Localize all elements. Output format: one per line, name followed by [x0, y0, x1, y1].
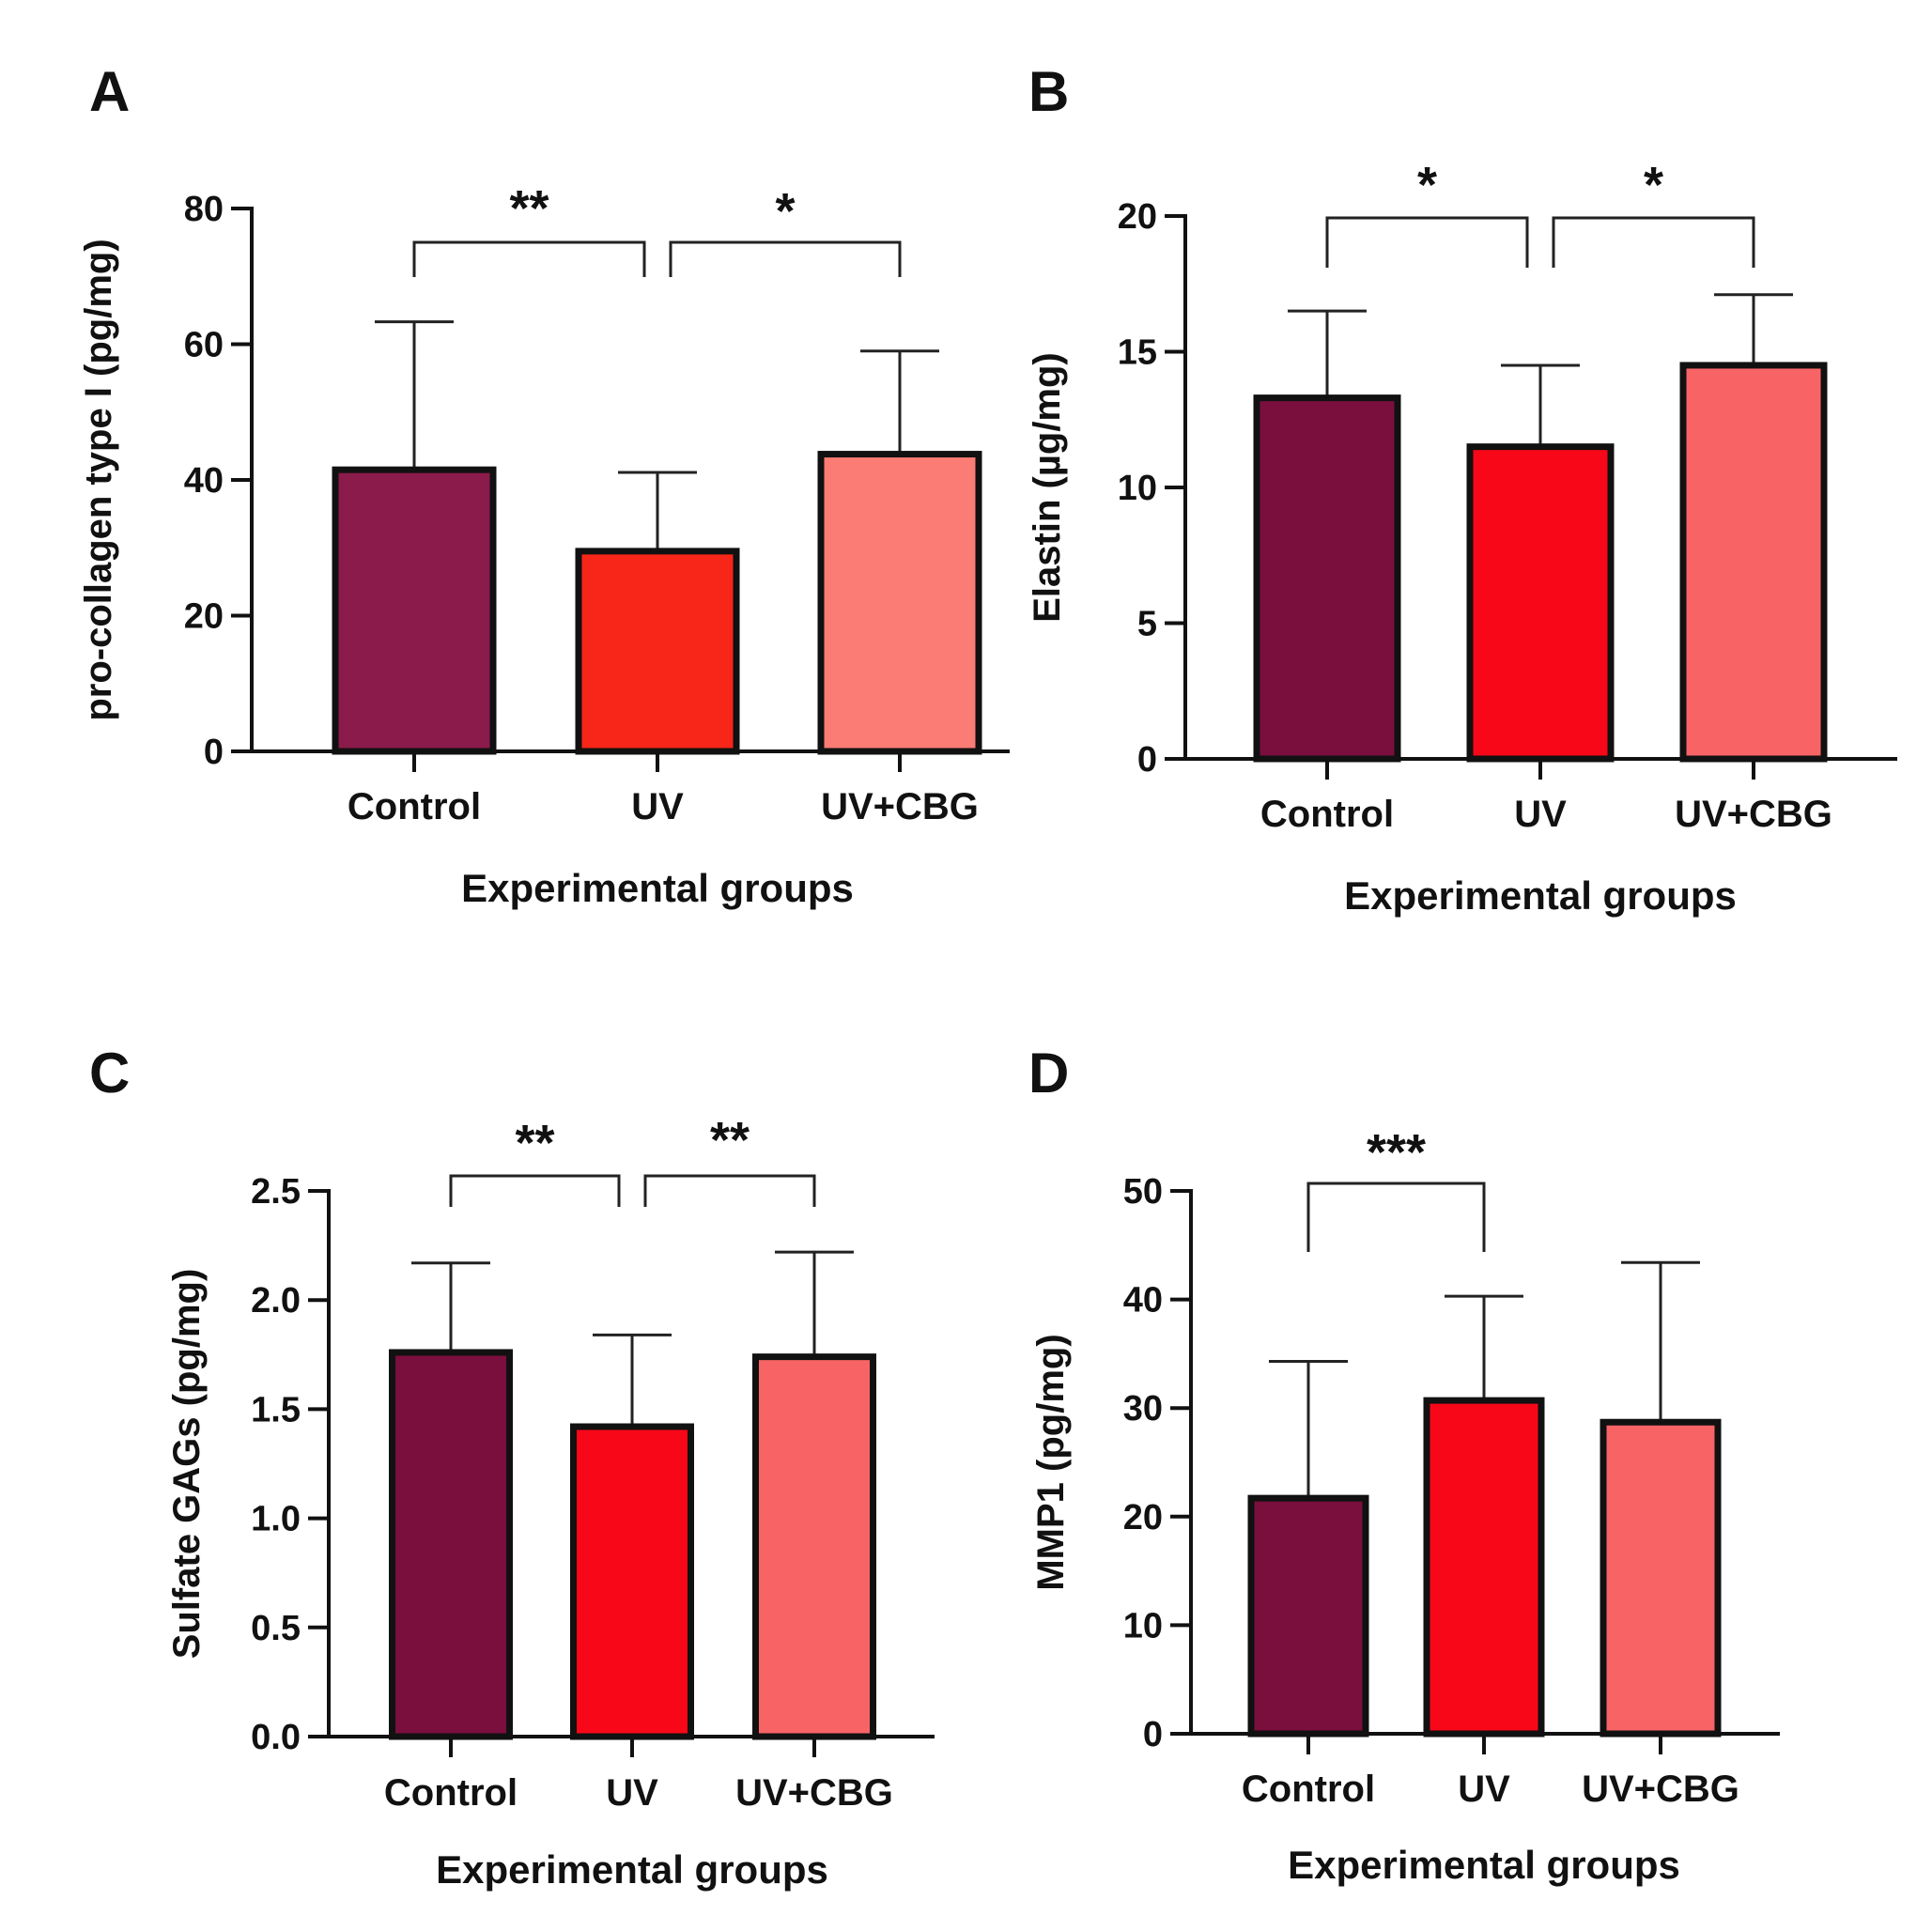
- significance-label: *: [1644, 157, 1663, 213]
- x-category-label: Control: [1242, 1769, 1375, 1810]
- x-category-label: Control: [348, 786, 481, 827]
- y-tick-label: 0: [1137, 740, 1157, 780]
- bar-uv-cbg: [752, 1353, 876, 1740]
- x-category-label: UV+CBG: [1675, 794, 1832, 835]
- x-axis-title: Experimental groups: [436, 1847, 828, 1892]
- axes: [1189, 1189, 1780, 1736]
- x-category-label: UV+CBG: [821, 786, 979, 827]
- y-tick-label: 2.5: [251, 1172, 301, 1212]
- y-tick-label: 1.5: [251, 1390, 301, 1429]
- y-tick-label: 10: [1118, 469, 1157, 508]
- axes: [1183, 214, 1897, 761]
- bar-uv-cbg: [1679, 362, 1828, 763]
- chart-panel-a: A 0 20 40 60 80 Control UV UV+CBG Experimental gr…: [78, 60, 1010, 910]
- x-axis-title: Experimental groups: [461, 866, 854, 910]
- y-tick-label: 0.0: [251, 1718, 301, 1757]
- y-axis-title: Elastin (µg/mg): [1027, 352, 1068, 623]
- axes: [327, 1189, 935, 1738]
- bar-uv-cbg: [817, 451, 982, 755]
- y-axis-title: pro-collagen type I (pg/mg): [78, 239, 119, 720]
- chart-panel-d: D 0 10 20 30 40 50 Control UV UV+CBG Experimental …: [1028, 1042, 1780, 1887]
- bar-control: [389, 1349, 513, 1740]
- significance-bracket: [1325, 216, 1529, 268]
- x-category-label: Control: [384, 1772, 518, 1814]
- y-tick-label: 20: [184, 597, 224, 637]
- x-category-label: UV: [631, 786, 684, 827]
- y-axis-title: MMP1 (pg/mg): [1030, 1334, 1072, 1590]
- panel-letter: B: [1028, 60, 1069, 123]
- chart-panel-c: C 0.0 0.5 1.0 1.5 2.0 2.5 Control UV UV+CBG Experi…: [89, 1042, 935, 1892]
- x-axis-title: Experimental groups: [1288, 1843, 1680, 1887]
- x-category-label: UV: [1458, 1769, 1510, 1810]
- y-tick-label: 1.0: [251, 1500, 301, 1539]
- significance-label: **: [710, 1112, 750, 1168]
- bar-control: [332, 466, 497, 755]
- x-category-label: UV: [606, 1772, 658, 1814]
- bar-uv: [1466, 443, 1615, 763]
- significance-label: ***: [1367, 1124, 1426, 1181]
- y-tick-label: 2.0: [251, 1281, 301, 1321]
- y-tick-label: 10: [1123, 1606, 1163, 1645]
- significance-label: **: [515, 1115, 554, 1171]
- significance-bracket: [643, 1174, 816, 1207]
- bar-uv: [575, 548, 740, 755]
- significance-bracket: [669, 240, 902, 277]
- y-tick-label: 5: [1137, 605, 1157, 644]
- x-category-label: UV+CBG: [735, 1772, 893, 1814]
- y-tick-label: 0.5: [251, 1609, 301, 1648]
- significance-label: **: [509, 180, 549, 237]
- x-axis-title: Experimental groups: [1344, 873, 1737, 918]
- y-tick-label: 0: [1143, 1715, 1163, 1754]
- x-category-label: Control: [1260, 794, 1394, 835]
- significance-bracket: [412, 240, 646, 277]
- y-tick-label: 30: [1123, 1389, 1163, 1429]
- y-tick-label: 50: [1123, 1172, 1163, 1212]
- panel-letter: A: [89, 60, 130, 123]
- significance-bracket: [1306, 1182, 1486, 1252]
- bar-uv: [1423, 1397, 1545, 1738]
- y-tick-label: 80: [184, 190, 224, 229]
- bar-uv: [570, 1423, 694, 1740]
- chart-panel-b: B 0 5 10 15 20 Control UV UV+CBG Experimental gro…: [1027, 60, 1897, 918]
- bar-control: [1247, 1494, 1369, 1738]
- y-tick-label: 40: [184, 461, 224, 501]
- significance-label: *: [775, 183, 795, 239]
- x-category-label: UV: [1514, 794, 1567, 835]
- panel-letter: C: [89, 1042, 130, 1105]
- y-tick-label: 40: [1123, 1281, 1163, 1321]
- y-tick-label: 60: [184, 326, 224, 365]
- y-tick-label: 20: [1123, 1498, 1163, 1537]
- significance-bracket: [1552, 216, 1755, 268]
- panel-letter: D: [1028, 1042, 1069, 1105]
- y-tick-label: 15: [1118, 333, 1157, 373]
- y-tick-label: 20: [1118, 197, 1157, 237]
- significance-label: *: [1417, 157, 1437, 213]
- bar-uv-cbg: [1600, 1418, 1722, 1738]
- y-axis-title: Sulfate GAGs (pg/mg): [166, 1269, 208, 1660]
- bar-control: [1253, 394, 1401, 763]
- y-tick-label: 0: [204, 733, 224, 772]
- axes: [250, 207, 1010, 753]
- significance-bracket: [449, 1174, 621, 1207]
- x-category-label: UV+CBG: [1582, 1769, 1739, 1810]
